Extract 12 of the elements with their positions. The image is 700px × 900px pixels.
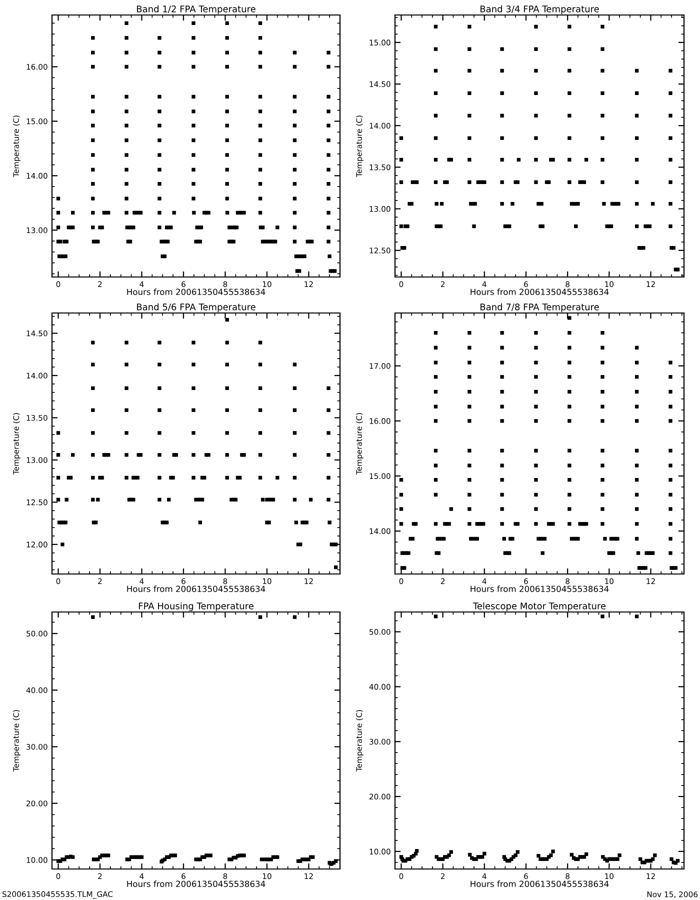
chart-title: Band 3/4 FPA Temperature xyxy=(480,5,599,14)
chart-title: Band 7/8 FPA Temperature xyxy=(480,303,599,312)
chart-title: Telescope Motor Temperature xyxy=(472,602,606,612)
x-axis-title: Hours from 20061350455538634 xyxy=(127,586,266,592)
x-axis-title: Hours from 20061350455538634 xyxy=(470,880,609,888)
chart-title: Band 1/2 FPA Temperature xyxy=(137,5,256,14)
x-axis-title: Hours from 20061350455538634 xyxy=(127,880,266,888)
x-axis-title: Hours from 20061350455538634 xyxy=(470,288,609,296)
x-axis-title: Hours from 20061350455538634 xyxy=(127,288,266,296)
x-axis-title: Hours from 20061350455538634 xyxy=(470,586,609,592)
chart-title: Band 5/6 FPA Temperature xyxy=(137,303,256,312)
chart-title: FPA Housing Temperature xyxy=(138,602,254,612)
